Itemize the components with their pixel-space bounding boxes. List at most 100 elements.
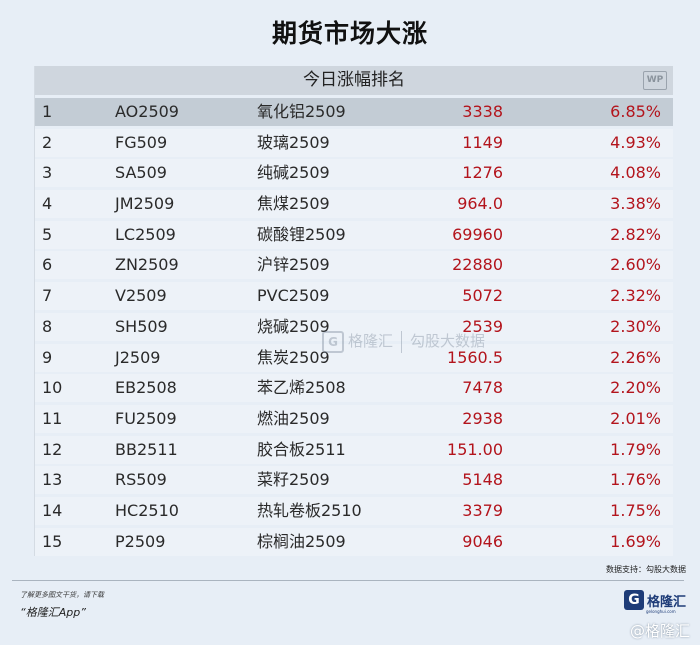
change-pct-cell: 2.32% xyxy=(610,286,661,306)
code-cell: JM2509 xyxy=(115,194,175,214)
footer-divider xyxy=(12,580,684,581)
download-note: 了解更多图文干货，请下载 xyxy=(20,591,104,599)
brand-url: gelonghui.com xyxy=(646,609,676,614)
app-name: “格隆汇App” xyxy=(20,606,86,619)
rank-cell: 6 xyxy=(42,255,53,275)
name-cell: 烧碱2509 xyxy=(257,316,330,336)
price-cell: 964.0 xyxy=(457,194,503,214)
price-cell: 2938 xyxy=(462,408,503,428)
table-row: 5 LC2509 碳酸锂2509 69960 2.82% xyxy=(35,220,673,249)
price-cell: 2539 xyxy=(462,316,503,336)
change-pct-cell: 1.69% xyxy=(610,531,661,551)
brand-logo: G 格隆汇 xyxy=(624,589,686,611)
code-cell: V2509 xyxy=(115,286,167,306)
code-cell: FU2509 xyxy=(115,408,177,428)
page-title: 期货市场大涨 xyxy=(271,19,428,48)
code-cell: RS509 xyxy=(115,470,167,490)
table-body: 1 AO2509 氧化铝2509 3338 6.85% 2 FG509 玻璃2509 1149 4… xyxy=(35,98,673,556)
code-cell: SA509 xyxy=(115,163,167,183)
ranking-table: 今日涨幅排名 WP 1 AO2509 氧化铝2509 3338 6.85% 2 FG509 玻… xyxy=(34,66,673,556)
name-cell: 焦煤2509 xyxy=(257,194,330,214)
rank-cell: 1 xyxy=(42,102,53,121)
change-pct-cell: 6.85% xyxy=(610,102,661,121)
name-cell: 纯碱2509 xyxy=(257,163,330,183)
rank-cell: 14 xyxy=(42,500,63,520)
change-pct-cell: 1.75% xyxy=(610,500,661,520)
price-cell: 1276 xyxy=(462,163,503,183)
price-cell: 3379 xyxy=(462,500,503,520)
change-pct-cell: 1.76% xyxy=(610,470,661,490)
gelonghui-logo-icon: G xyxy=(624,590,644,610)
rank-cell: 12 xyxy=(42,439,63,459)
corner-watermark-text: @格隆汇 xyxy=(629,622,690,640)
code-cell: HC2510 xyxy=(115,500,179,520)
rank-cell: 9 xyxy=(42,347,53,367)
table-row: 12 BB2511 胶合板2511 151.00 1.79% xyxy=(35,435,673,464)
table-row: 15 P2509 棕榈油2509 9046 1.69% xyxy=(35,527,673,556)
code-cell: AO2509 xyxy=(115,102,179,121)
table-header-label: 今日涨幅排名 xyxy=(303,70,405,90)
table-row: 9 J2509 焦炭2509 1560.5 2.26% xyxy=(35,343,673,372)
table-row: 4 JM2509 焦煤2509 964.0 3.38% xyxy=(35,190,673,219)
table-row: 14 HC2510 热轧卷板2510 3379 1.75% xyxy=(35,496,673,525)
name-cell: 胶合板2511 xyxy=(257,439,346,459)
code-cell: P2509 xyxy=(115,531,166,551)
name-cell: 沪锌2509 xyxy=(257,255,330,275)
rank-cell: 4 xyxy=(42,194,53,214)
name-cell: 菜籽2509 xyxy=(257,470,330,490)
price-cell: 151.00 xyxy=(447,439,503,459)
price-cell: 1149 xyxy=(462,132,503,152)
name-cell: 棕榈油2509 xyxy=(257,531,346,551)
name-cell: 热轧卷板2510 xyxy=(257,500,362,520)
rank-cell: 11 xyxy=(42,408,63,428)
name-cell: 焦炭2509 xyxy=(257,347,330,367)
name-cell: 氧化铝2509 xyxy=(257,102,346,121)
rank-cell: 15 xyxy=(42,531,63,551)
name-cell: 玻璃2509 xyxy=(257,132,330,152)
price-cell: 5148 xyxy=(462,470,503,490)
change-pct-cell: 2.20% xyxy=(610,378,661,398)
code-cell: LC2509 xyxy=(115,224,176,244)
name-cell: 碳酸锂2509 xyxy=(257,224,346,244)
change-pct-cell: 2.26% xyxy=(610,347,661,367)
brand-name: 格隆汇 xyxy=(647,594,687,610)
rank-cell: 8 xyxy=(42,316,53,336)
price-cell: 7478 xyxy=(462,378,503,398)
data-source-note: 数据支持：勾股大数据 xyxy=(606,565,686,574)
rank-cell: 3 xyxy=(42,163,53,183)
rank-cell: 10 xyxy=(42,378,63,398)
rank-cell: 7 xyxy=(42,286,53,306)
change-pct-cell: 4.93% xyxy=(610,132,661,152)
code-cell: ZN2509 xyxy=(115,255,179,275)
price-cell: 1560.5 xyxy=(447,347,503,367)
table-row: 2 FG509 玻璃2509 1149 4.93% xyxy=(35,128,673,157)
price-cell: 22880 xyxy=(452,255,503,275)
price-cell: 5072 xyxy=(462,286,503,306)
table-row: 1 AO2509 氧化铝2509 3338 6.85% xyxy=(35,98,673,126)
change-pct-cell: 2.01% xyxy=(610,408,661,428)
rank-cell: 5 xyxy=(42,224,53,244)
table-row: 3 SA509 纯碱2509 1276 4.08% xyxy=(35,159,673,188)
table-header: 今日涨幅排名 WP xyxy=(35,66,673,95)
code-cell: J2509 xyxy=(115,347,161,367)
change-pct-cell: 2.82% xyxy=(610,224,661,244)
price-cell: 3338 xyxy=(462,102,503,121)
table-row: 10 EB2508 苯乙烯2508 7478 2.20% xyxy=(35,374,673,403)
price-cell: 9046 xyxy=(462,531,503,551)
name-cell: 燃油2509 xyxy=(257,408,330,428)
change-pct-cell: 3.38% xyxy=(610,194,661,214)
change-pct-cell: 4.08% xyxy=(610,163,661,183)
name-cell: PVC2509 xyxy=(257,286,330,306)
code-cell: BB2511 xyxy=(115,439,178,459)
rank-cell: 13 xyxy=(42,470,63,490)
table-row: 7 V2509 PVC2509 5072 2.32% xyxy=(35,282,673,311)
rank-cell: 2 xyxy=(42,132,53,152)
code-cell: FG509 xyxy=(115,132,168,152)
corner-watermark: @格隆汇 xyxy=(630,620,690,641)
code-cell: EB2508 xyxy=(115,378,177,398)
change-pct-cell: 2.30% xyxy=(610,316,661,336)
change-pct-cell: 2.60% xyxy=(610,255,661,275)
table-row: 6 ZN2509 沪锌2509 22880 2.60% xyxy=(35,251,673,280)
table-row: 11 FU2509 燃油2509 2938 2.01% xyxy=(35,404,673,433)
wp-icon: WP xyxy=(643,71,667,90)
